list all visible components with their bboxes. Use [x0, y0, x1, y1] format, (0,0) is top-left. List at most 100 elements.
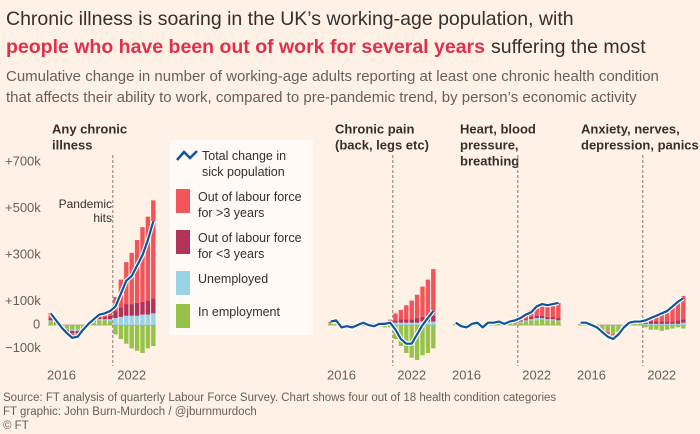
- legend-label: Out of labour force for >3 years: [198, 190, 302, 220]
- bar: [534, 306, 539, 316]
- bar: [681, 319, 686, 323]
- panel-title: Any chronic: [52, 121, 127, 136]
- bar: [539, 318, 545, 320]
- x-tick-label: 2016: [47, 367, 76, 382]
- bar: [134, 239, 140, 303]
- legend-item: Out of labour force for >3 years: [176, 189, 307, 221]
- bar: [425, 279, 431, 317]
- bar: [550, 320, 556, 326]
- bar: [129, 304, 134, 316]
- legend-item: Out of labour force for <3 years: [176, 230, 307, 262]
- bar: [134, 302, 140, 316]
- bar: [654, 321, 659, 324]
- bar: [404, 322, 409, 326]
- bar: [420, 286, 425, 317]
- bar: [675, 323, 681, 326]
- bar: [113, 318, 118, 326]
- bar: [48, 320, 53, 322]
- bar: [670, 325, 675, 329]
- bar: [75, 330, 80, 334]
- bar: [118, 325, 124, 340]
- bar: [664, 309, 670, 322]
- legend-swatch: [176, 271, 190, 295]
- bar: [648, 323, 654, 326]
- bar: [659, 323, 664, 326]
- bar: [414, 318, 420, 323]
- bar: [328, 323, 333, 326]
- bar: [637, 323, 643, 326]
- panel-title: pressure,: [460, 137, 519, 152]
- panel-title: Anxiety, nerves,: [581, 121, 680, 136]
- bar: [420, 316, 425, 322]
- bar: [118, 316, 124, 326]
- bar: [145, 216, 151, 301]
- bar: [409, 300, 414, 320]
- bar: [654, 323, 659, 326]
- bar: [545, 304, 550, 317]
- x-tick-label: 2016: [327, 367, 356, 382]
- bar: [91, 322, 97, 326]
- bar: [681, 322, 686, 326]
- bar: [431, 269, 436, 316]
- copyright: © FT: [3, 420, 29, 432]
- bar: [518, 320, 523, 322]
- bar: [670, 321, 675, 324]
- credit: FT graphic: John Burn-Murdoch / @jburnmu…: [3, 406, 257, 418]
- bar: [539, 315, 545, 319]
- bar: [64, 328, 70, 330]
- bar: [97, 320, 102, 326]
- y-tick-label: +100k: [5, 293, 41, 308]
- bar: [80, 325, 86, 328]
- bar: [523, 321, 529, 326]
- panel-title: breathing: [460, 153, 519, 168]
- bar: [382, 325, 387, 328]
- bar: [523, 319, 529, 321]
- bar: [134, 325, 140, 351]
- bar: [140, 325, 145, 354]
- bar: [664, 321, 670, 324]
- bar: [398, 309, 404, 320]
- bar: [64, 325, 70, 329]
- bar: [398, 319, 404, 323]
- bar: [328, 321, 333, 323]
- bar: [140, 227, 145, 302]
- y-tick-label: +700k: [5, 153, 41, 168]
- bar: [648, 321, 654, 324]
- title-highlight: people who have been out of work for sev…: [6, 36, 485, 58]
- legend-swatch: [176, 150, 198, 161]
- bar: [664, 323, 670, 326]
- bar: [398, 322, 404, 326]
- panel-title: illness: [52, 137, 92, 152]
- y-tick-label: −100k: [5, 340, 41, 355]
- bar: [534, 315, 539, 319]
- title-end: suffering the most: [490, 36, 646, 58]
- annotation: Pandemic hits: [58, 197, 112, 225]
- legend-item: In employment: [176, 304, 307, 328]
- x-tick-label: 2016: [452, 367, 481, 382]
- x-tick-label: 2022: [397, 367, 426, 382]
- bar: [545, 319, 550, 321]
- bar: [420, 325, 425, 356]
- bar: [360, 325, 366, 327]
- subtitle: that affects their ability to work, comp…: [6, 89, 637, 106]
- bar: [70, 329, 75, 331]
- bar: [654, 325, 659, 330]
- bar: [545, 320, 550, 326]
- bar: [414, 294, 420, 319]
- panel-title: depression, panics: [581, 137, 699, 152]
- bar: [518, 321, 523, 323]
- bar: [610, 325, 616, 335]
- y-tick-label: +300k: [5, 247, 41, 262]
- bar: [107, 321, 113, 326]
- bar: [124, 315, 129, 326]
- bar: [333, 323, 339, 326]
- bar: [431, 315, 436, 322]
- bar: [151, 200, 156, 299]
- line: [455, 301, 559, 329]
- bar: [393, 313, 398, 321]
- y-tick-label: 0: [33, 316, 40, 331]
- legend-swatch: [176, 230, 190, 254]
- bar: [431, 321, 436, 326]
